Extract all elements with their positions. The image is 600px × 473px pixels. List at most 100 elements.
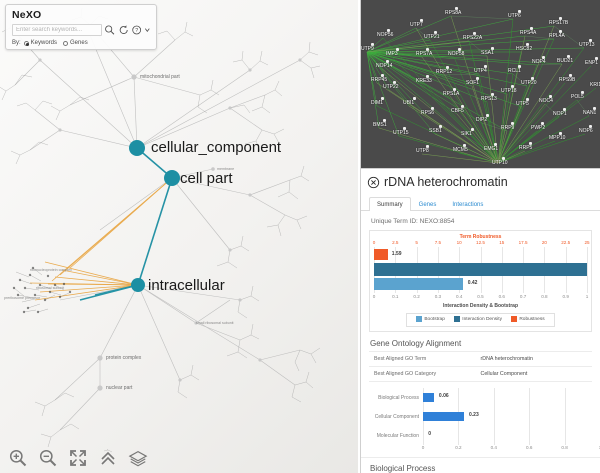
gene-node[interactable] — [426, 75, 429, 78]
layers-button[interactable] — [128, 448, 148, 468]
gene-node[interactable] — [393, 81, 396, 84]
gene-node[interactable] — [403, 127, 406, 130]
go-alignment-chart: Biological Process 0.06 Cellular Component… — [361, 388, 600, 453]
tree-toolbar — [0, 443, 358, 473]
gene-node[interactable] — [593, 107, 596, 110]
axis-tick: 0.3 — [434, 294, 442, 299]
gene-node[interactable] — [559, 30, 562, 33]
radio-keywords[interactable]: Keywords — [23, 40, 58, 46]
gene-node[interactable] — [463, 144, 466, 147]
gene-node[interactable] — [413, 97, 416, 100]
search-input[interactable] — [12, 24, 103, 36]
collapse-button[interactable] — [98, 448, 118, 468]
gene-node[interactable] — [595, 57, 598, 60]
tab-summary[interactable]: Summary — [369, 197, 411, 211]
axis-tick: 25 — [584, 240, 590, 245]
network-edges — [366, 15, 597, 164]
axis-tick: 0 — [372, 294, 376, 299]
gene-node[interactable] — [381, 74, 384, 77]
gene-node[interactable] — [549, 95, 552, 98]
zoom-in-button[interactable] — [8, 448, 28, 468]
gene-node[interactable] — [476, 77, 479, 80]
tab-genes[interactable]: Genes — [418, 202, 437, 208]
help-icon[interactable]: ? — [131, 24, 142, 36]
fit-to-screen-button[interactable] — [68, 448, 88, 468]
gene-node[interactable] — [542, 56, 545, 59]
tab-interactions[interactable]: Interactions — [452, 202, 484, 208]
gene-node[interactable] — [446, 66, 449, 69]
legend-label-robustness: Robustness — [519, 316, 545, 322]
gene-node[interactable] — [371, 43, 374, 46]
search-icon[interactable] — [104, 24, 115, 36]
gene-node[interactable] — [589, 125, 592, 128]
gene-node[interactable] — [526, 43, 529, 46]
gene-node[interactable] — [559, 17, 562, 20]
gridline — [564, 388, 566, 407]
gene-node[interactable] — [486, 114, 489, 117]
refresh-icon[interactable] — [118, 24, 129, 36]
bar-interaction-density[interactable] — [374, 263, 587, 276]
gene-node[interactable] — [461, 105, 464, 108]
gene-node[interactable] — [494, 143, 497, 146]
gridline — [529, 426, 531, 445]
gene-node[interactable] — [396, 48, 399, 51]
go-bar[interactable] — [423, 393, 434, 402]
go-bar-row: Molecular Function 0 — [361, 426, 600, 445]
chevron-down-icon[interactable] — [144, 24, 151, 36]
gene-node[interactable] — [471, 128, 474, 131]
gene-node[interactable] — [541, 122, 544, 125]
gene-node[interactable] — [530, 27, 533, 30]
bar-robustness[interactable] — [374, 249, 388, 260]
gene-node[interactable] — [434, 31, 437, 34]
gene-node[interactable] — [426, 145, 429, 148]
radio-genes-dot — [63, 40, 69, 46]
gene-node[interactable] — [563, 108, 566, 111]
go-bar[interactable] — [423, 412, 464, 421]
gene-node[interactable] — [455, 7, 458, 10]
gene-node[interactable] — [491, 47, 494, 50]
gene-node[interactable] — [386, 60, 389, 63]
gene-node[interactable] — [491, 93, 494, 96]
gene-node[interactable] — [458, 48, 461, 51]
gene-interaction-network[interactable]: RPS8A UTP6 UTP7 RPS17B NOP56 UTP21 RPS22A RPS4A… — [360, 0, 600, 168]
gene-node[interactable] — [569, 74, 572, 77]
gene-node[interactable] — [439, 125, 442, 128]
gene-node[interactable] — [502, 157, 505, 160]
gene-node[interactable] — [426, 48, 429, 51]
gridline — [458, 388, 460, 407]
gene-node[interactable] — [383, 119, 386, 122]
gene-node[interactable] — [453, 88, 456, 91]
gene-node[interactable] — [420, 19, 423, 22]
gene-node[interactable] — [518, 10, 521, 13]
gene-node[interactable] — [567, 55, 570, 58]
ontology-tree-view[interactable]: cellular_component cell part intracellul… — [0, 0, 358, 473]
gene-node[interactable] — [559, 132, 562, 135]
gene-node[interactable] — [484, 65, 487, 68]
gene-node[interactable] — [431, 107, 434, 110]
gene-node[interactable] — [529, 142, 532, 145]
close-circle-icon[interactable] — [367, 176, 380, 189]
gene-node[interactable] — [381, 97, 384, 100]
gene-node[interactable] — [581, 91, 584, 94]
radio-genes[interactable]: Genes — [63, 40, 88, 46]
axis-tick: 20 — [541, 240, 547, 245]
gene-node[interactable] — [518, 65, 521, 68]
radio-keywords-label: Keywords — [30, 40, 58, 46]
search-by-row: By: Keywords Genes — [12, 40, 151, 46]
search-panel[interactable]: NeXO ? By: — [5, 4, 157, 50]
gene-node[interactable] — [531, 77, 534, 80]
gene-node[interactable] — [387, 29, 390, 32]
search-by-label: By: — [12, 40, 21, 46]
axis-tick: 22.5 — [561, 240, 571, 245]
bar-bootstrap[interactable] — [374, 278, 464, 290]
gene-node[interactable] — [526, 98, 529, 101]
gene-node[interactable] — [511, 85, 514, 88]
gene-node[interactable] — [511, 122, 514, 125]
legend-item-bootstrap: Bootstrap — [416, 316, 445, 322]
gene-node[interactable] — [589, 39, 592, 42]
go-bar-row: Cellular Component 0.23 — [361, 407, 600, 426]
zoom-out-button[interactable] — [38, 448, 58, 468]
table-row: Best Aligned GO Term rDNA heterochromati… — [369, 352, 592, 367]
density-axis: 0 0.1 0.2 0.3 0.4 0.5 0.6 0.7 0.8 0.9 1 — [372, 294, 589, 301]
gene-node[interactable] — [473, 32, 476, 35]
